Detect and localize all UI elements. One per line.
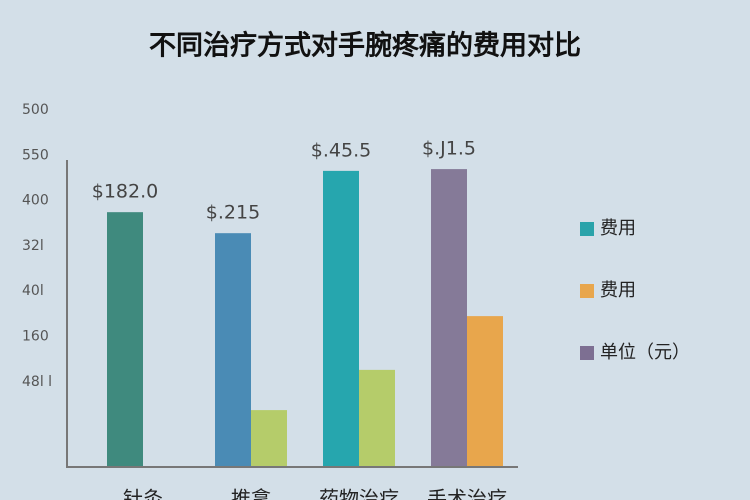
legend-label: 单位（元） (600, 342, 690, 363)
y-axis-label: 550 (22, 147, 49, 163)
y-axis-label: 500 (22, 102, 49, 118)
x-tick-label: 药物治疗 (319, 487, 399, 500)
y-axis-label: 400 (22, 193, 49, 209)
bar (359, 369, 395, 466)
y-axis-label: 160 (22, 329, 49, 345)
data-label: $.215 (206, 202, 260, 224)
x-tick-label: 推拿 (231, 487, 271, 500)
y-axis-label: 48l l (22, 374, 52, 390)
bar (251, 410, 287, 466)
chart-title: 不同治疗方式对手腕疼痛的费用对比 (149, 30, 581, 62)
legend-label: 费用 (600, 218, 636, 239)
x-tick-label: 手术治疗 (427, 487, 507, 500)
legend-swatch (580, 222, 594, 236)
data-label: $.J1.5 (422, 138, 476, 160)
bar (107, 212, 143, 466)
bar (431, 169, 467, 466)
y-axis-label: 32l (22, 238, 44, 254)
y-axis-label: 40l (22, 283, 44, 299)
legend-label: 费用 (600, 280, 636, 301)
bar (467, 316, 503, 466)
bar (215, 233, 251, 466)
data-label: $.45.5 (311, 139, 371, 161)
x-tick-label: 针灸 (123, 487, 163, 500)
legend-swatch (580, 346, 594, 360)
data-label: $182.0 (92, 181, 158, 203)
bar (323, 170, 359, 466)
legend-swatch (580, 284, 594, 298)
